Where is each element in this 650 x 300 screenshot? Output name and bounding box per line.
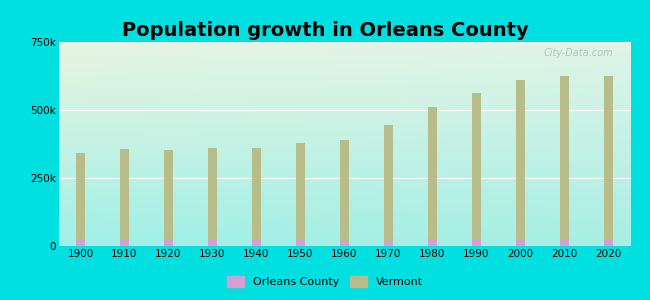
Bar (428, 240, 437, 246)
Bar (515, 239, 525, 246)
Bar (340, 140, 349, 246)
Legend: Orleans County, Vermont: Orleans County, Vermont (223, 271, 427, 291)
Bar (75, 240, 85, 246)
Bar (428, 107, 437, 246)
Bar (296, 240, 306, 246)
Bar (207, 239, 217, 246)
Text: Population growth in Orleans County: Population growth in Orleans County (122, 21, 528, 40)
Bar (384, 125, 393, 246)
Text: City-Data.com: City-Data.com (543, 48, 614, 58)
Bar (75, 152, 85, 246)
Bar (207, 148, 217, 246)
Bar (604, 76, 614, 246)
Bar (604, 238, 614, 246)
Bar (164, 239, 174, 246)
Bar (560, 238, 569, 246)
Bar (120, 149, 129, 246)
Bar (472, 93, 482, 246)
Bar (384, 241, 393, 246)
Bar (515, 80, 525, 246)
Bar (560, 76, 569, 246)
Bar (296, 143, 306, 246)
Bar (252, 239, 261, 246)
Bar (340, 241, 349, 246)
Bar (472, 239, 482, 246)
Bar (252, 148, 261, 246)
Bar (120, 239, 129, 246)
Bar (164, 150, 174, 246)
